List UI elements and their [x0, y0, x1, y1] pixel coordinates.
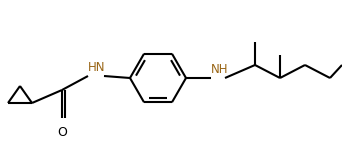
Text: HN: HN — [88, 61, 105, 74]
Text: O: O — [57, 126, 67, 139]
Text: NH: NH — [211, 63, 228, 76]
